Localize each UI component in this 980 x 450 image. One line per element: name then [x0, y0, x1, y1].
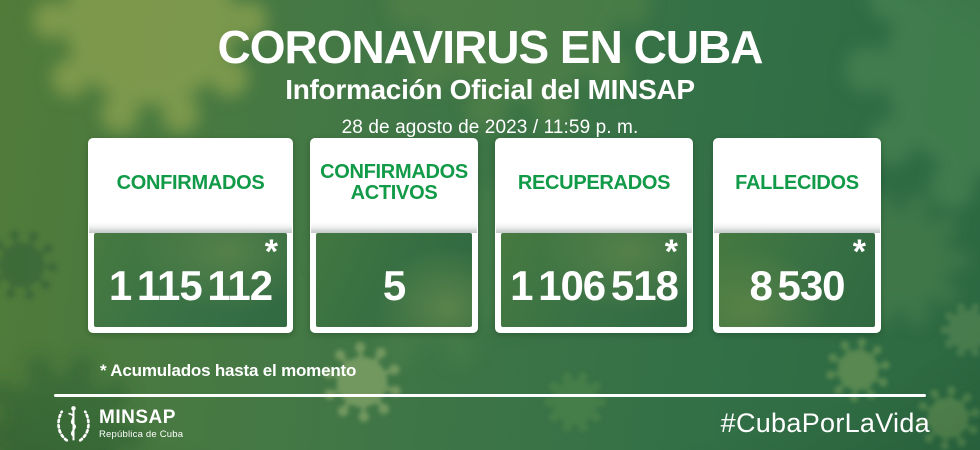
minsap-logo: MINSAP República de Cuba — [55, 404, 183, 443]
logo-wordmark: MINSAP — [99, 406, 176, 428]
page-subtitle: Información Oficial del MINSAP — [285, 74, 695, 105]
stat-value-panel: * 8 530 — [719, 233, 875, 327]
stat-value: 1 115 112 — [108, 262, 273, 309]
stat-card-confirmados-activos: CONFIRMADOS ACTIVOS 5 — [310, 138, 478, 333]
card-fold-shadow — [496, 222, 692, 233]
stat-label: FALLECIDOS — [735, 171, 859, 194]
asterisk-marker: * — [852, 233, 866, 271]
campaign-hashtag: #CubaPorLaVida — [720, 408, 930, 438]
card-fold-shadow — [89, 222, 292, 233]
stat-label: RECUPERADOS — [517, 171, 671, 194]
stat-card-fallecidos: FALLECIDOS * 8 530 — [713, 138, 881, 333]
stat-value-panel: 5 — [316, 233, 472, 327]
logo-text: MINSAP República de Cuba — [99, 408, 183, 440]
stats-row: CONFIRMADOS * 1 115 112 CONFIRMADOS ACTI… — [88, 138, 881, 333]
minsap-emblem-icon — [57, 406, 90, 442]
virus-icon — [0, 214, 73, 316]
footnote: * Acumulados hasta el momento — [100, 361, 357, 380]
stat-value: 8 530 — [749, 262, 845, 309]
virus-icon — [940, 303, 980, 357]
asterisk-marker: * — [264, 233, 278, 271]
stat-value: 5 — [382, 262, 406, 309]
logo-subtitle: República de Cuba — [99, 428, 184, 440]
card-fold-shadow — [311, 222, 477, 233]
stat-value-panel: * 1 115 112 — [94, 233, 287, 327]
asterisk-marker: * — [664, 233, 678, 271]
header: CORONAVIRUS EN CUBA Información Oficial … — [0, 0, 980, 139]
virus-icon — [543, 372, 607, 432]
page-title: CORONAVIRUS EN CUBA — [217, 21, 764, 73]
stat-card-confirmados: CONFIRMADOS * 1 115 112 — [88, 138, 293, 333]
stat-value: 1 106 518 — [510, 262, 679, 309]
stat-card-recuperados: RECUPERADOS * 1 106 518 — [495, 138, 693, 333]
stat-label: CONFIRMADOS — [116, 171, 265, 194]
footer-divider — [54, 394, 926, 397]
stat-label: CONFIRMADOS ACTIVOS — [320, 161, 468, 204]
card-fold-shadow — [714, 222, 880, 233]
stat-value-panel: * 1 106 518 — [501, 233, 687, 327]
report-date: 28 de agosto de 2023 / 11:59 p. m. — [341, 117, 639, 138]
